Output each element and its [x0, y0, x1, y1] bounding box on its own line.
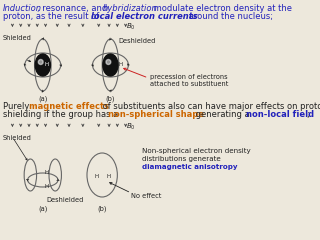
Text: of substituents also can have major effects on proton: of substituents also can have major effe… — [100, 102, 320, 111]
Text: H: H — [106, 174, 110, 180]
Text: No effect: No effect — [131, 193, 162, 199]
Text: H: H — [119, 62, 123, 67]
Text: shielding if the group has a: shielding if the group has a — [3, 110, 121, 119]
Text: , resonance, and: , resonance, and — [37, 4, 110, 13]
Text: $B_0$: $B_0$ — [126, 22, 136, 32]
Text: generating a: generating a — [193, 110, 252, 119]
Text: (a): (a) — [38, 95, 47, 102]
Text: hybridization: hybridization — [102, 4, 157, 13]
Text: proton, as the result of: proton, as the result of — [3, 12, 102, 21]
Text: (b): (b) — [106, 95, 115, 102]
Ellipse shape — [106, 60, 111, 65]
Text: Deshielded: Deshielded — [119, 38, 156, 44]
Text: (b): (b) — [97, 205, 107, 211]
Ellipse shape — [38, 60, 43, 65]
Text: Shielded: Shielded — [3, 135, 32, 141]
Text: magnetic effects: magnetic effects — [28, 102, 108, 111]
Text: (a): (a) — [38, 205, 47, 211]
Text: modulate electron density at the: modulate electron density at the — [151, 4, 292, 13]
Text: local electron currents: local electron currents — [91, 12, 197, 21]
Text: non-spherical shape: non-spherical shape — [108, 110, 204, 119]
Text: Deshielded: Deshielded — [46, 197, 84, 203]
Text: Non-spherical electron density
distributions generate: Non-spherical electron density distribut… — [141, 148, 250, 162]
Text: H: H — [44, 185, 48, 190]
Text: H: H — [95, 174, 99, 180]
Text: H: H — [45, 62, 49, 67]
Text: precession of electrons
attached to substituent: precession of electrons attached to subs… — [150, 74, 229, 87]
Text: around the nucleus;: around the nucleus; — [186, 12, 273, 21]
Circle shape — [35, 54, 50, 76]
Text: Induction: Induction — [3, 4, 42, 13]
Text: ;: ; — [307, 110, 309, 119]
Text: Purely: Purely — [3, 102, 32, 111]
Text: H: H — [44, 170, 48, 175]
Text: Shielded: Shielded — [3, 35, 32, 41]
Text: $B_0$: $B_0$ — [126, 122, 136, 132]
Text: diamagnetic anisotropy: diamagnetic anisotropy — [141, 164, 237, 170]
Circle shape — [103, 54, 118, 76]
Text: non-local field: non-local field — [246, 110, 314, 119]
